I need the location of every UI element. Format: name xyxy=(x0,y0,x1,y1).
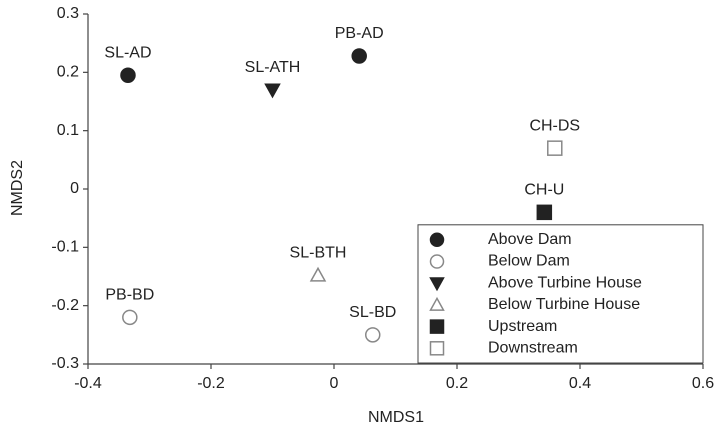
y-tick-label: -0.1 xyxy=(51,239,79,256)
point-label: SL-AD xyxy=(104,44,151,61)
legend-marker xyxy=(429,319,445,334)
point xyxy=(536,204,553,221)
point xyxy=(351,48,367,64)
x-tick-label: -0.4 xyxy=(74,375,102,392)
point xyxy=(120,67,136,83)
point xyxy=(364,327,381,343)
x-tick-label: 0.6 xyxy=(692,375,714,392)
y-axis-title: NMDS2 xyxy=(9,160,26,216)
legend-label: Above Dam xyxy=(488,231,572,248)
point xyxy=(309,266,327,282)
point-label: PB-BD xyxy=(105,287,154,304)
x-axis-title: NMDS1 xyxy=(368,409,424,426)
legend-label: Downstream xyxy=(488,340,578,357)
legend-label: Above Turbine House xyxy=(488,274,642,291)
y-tick-label: 0.2 xyxy=(57,64,79,81)
point xyxy=(264,83,281,99)
legend-marker xyxy=(429,277,445,292)
legend-marker xyxy=(429,296,445,311)
legend-marker xyxy=(429,232,445,248)
x-tick-label: 0 xyxy=(330,375,339,392)
point-label: SL-ATH xyxy=(245,59,301,76)
point-label: CH-DS xyxy=(529,117,580,134)
x-tick-label: 0.2 xyxy=(446,375,468,392)
point xyxy=(122,309,138,326)
point-label: CH-U xyxy=(524,182,564,199)
legend-marker xyxy=(429,341,445,356)
legend-label: Below Turbine House xyxy=(488,296,640,313)
point xyxy=(547,140,563,156)
y-tick-label: -0.3 xyxy=(51,355,79,372)
legend-label: Upstream xyxy=(488,318,557,335)
x-tick-label: -0.2 xyxy=(197,375,225,392)
y-tick-label: 0 xyxy=(70,180,79,197)
point-label: SL-BD xyxy=(349,304,396,321)
y-tick-label: -0.2 xyxy=(51,297,79,314)
x-tick-label: 0.4 xyxy=(569,375,591,392)
y-tick-label: 0.1 xyxy=(57,122,79,139)
legend-marker xyxy=(429,254,445,269)
legend-box xyxy=(417,224,704,364)
point-label: SL-BTH xyxy=(290,245,347,262)
point-label: PB-AD xyxy=(335,25,384,42)
y-tick-label: 0.3 xyxy=(57,5,79,22)
legend-label: Below Dam xyxy=(488,253,570,270)
